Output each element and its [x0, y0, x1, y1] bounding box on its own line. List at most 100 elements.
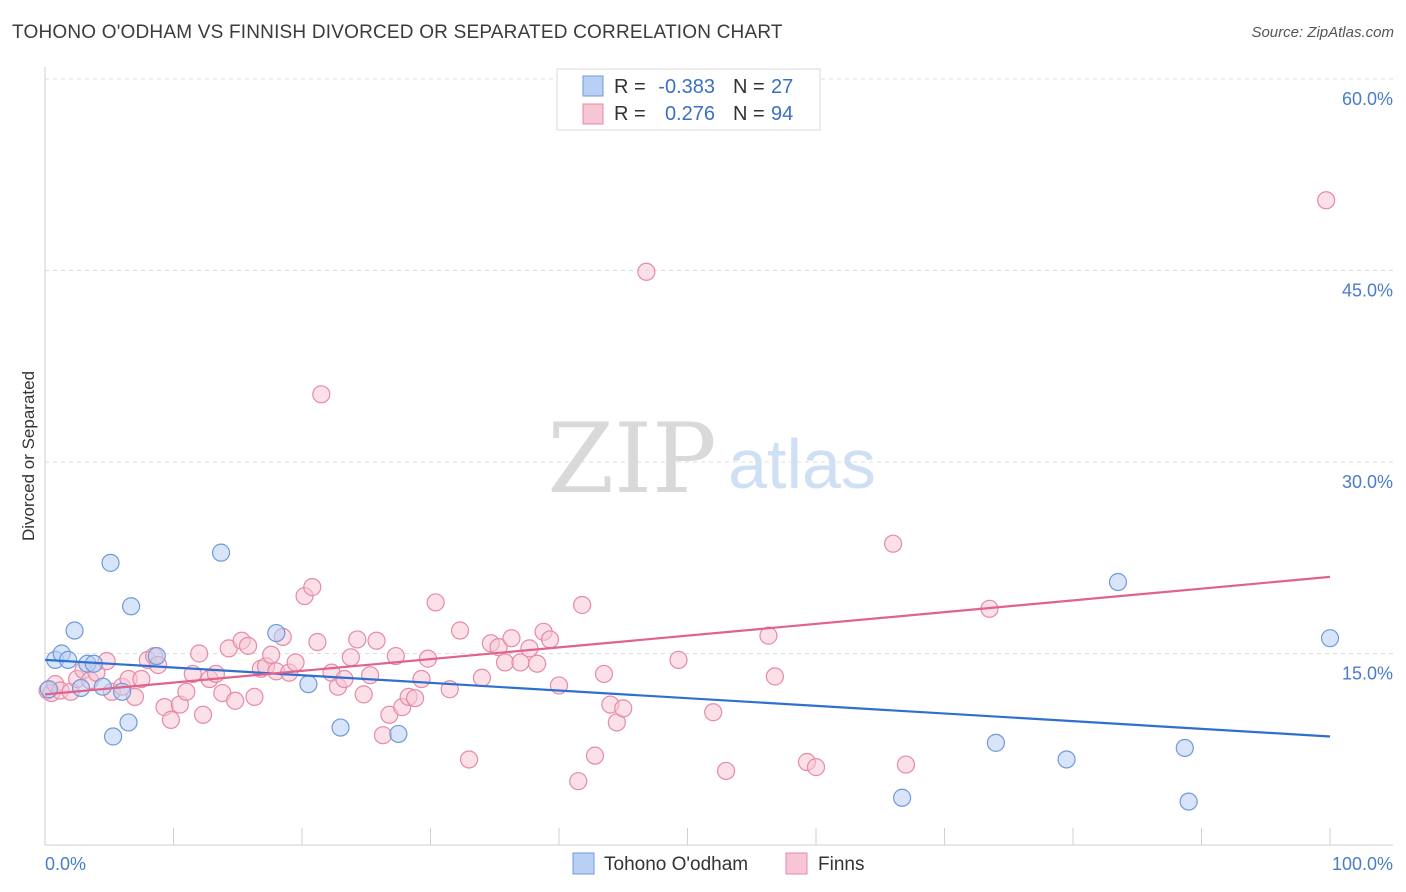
trendline-tohono [44, 658, 1331, 738]
point-tohono [389, 724, 408, 744]
point-finns [569, 772, 588, 791]
point-finns [245, 687, 264, 707]
point-finns [716, 761, 736, 781]
point-tohono [267, 623, 286, 643]
source-label: Source: ZipAtlas.com [1251, 24, 1394, 41]
point-finns [450, 621, 470, 640]
point-tohono [986, 733, 1006, 752]
point-tohono [1179, 792, 1198, 811]
bottom-legend-swatch-pink [785, 852, 808, 875]
point-finns [472, 668, 491, 687]
legend-n-label-1: N = [733, 76, 765, 98]
y-tick-label: 15.0% [1342, 664, 1393, 684]
x-tick-label: 100.0% [1332, 854, 1393, 874]
y-axis-label: Divorced or Separated [19, 371, 38, 541]
point-finns [262, 645, 281, 664]
point-tohono [39, 680, 58, 699]
x-tick-label: 0.0% [45, 854, 86, 874]
legend-n-value-2: 94 [771, 103, 793, 125]
point-finns [459, 750, 479, 769]
point-finns [883, 534, 903, 553]
point-finns [303, 578, 322, 597]
point-finns [177, 682, 196, 701]
point-finns [193, 705, 213, 724]
point-tohono [1057, 750, 1076, 769]
point-finns [367, 631, 386, 650]
point-finns [585, 746, 605, 765]
point-finns [341, 648, 360, 667]
point-finns [132, 669, 151, 689]
point-finns [1317, 191, 1336, 210]
watermark: ZIP atlas [547, 403, 876, 515]
legend-swatch-pink [582, 103, 604, 125]
y-tick-label: 60.0% [1342, 89, 1393, 109]
bottom-legend-label-2: Finns [818, 854, 864, 875]
point-finns [520, 639, 539, 658]
point-finns [405, 689, 425, 708]
point-finns [190, 644, 209, 663]
point-finns [637, 262, 656, 281]
point-tohono [71, 678, 91, 698]
point-tohono [211, 543, 231, 562]
point-finns [312, 385, 331, 404]
point-tohono [101, 553, 120, 572]
point-finns [308, 632, 327, 652]
point-tohono [1108, 572, 1128, 592]
y-tick-label: 45.0% [1342, 281, 1393, 301]
legend-swatch-blue [582, 75, 604, 97]
top-legend: R = -0.383 N = 27 R = 0.276 N = 94 [556, 68, 821, 131]
watermark-atlas: atlas [728, 425, 876, 503]
legend-n-label-2: N = [733, 103, 765, 125]
chart-title: TOHONO O'ODHAM VS FINNISH DIVORCED OR SE… [12, 22, 783, 43]
point-tohono [1175, 738, 1194, 758]
point-tohono [65, 621, 84, 640]
point-finns [669, 650, 688, 669]
legend-r-label-2: R = [614, 103, 646, 125]
point-finns [495, 653, 515, 672]
point-finns [238, 636, 258, 655]
point-tohono [119, 713, 138, 732]
point-tohono [104, 727, 123, 746]
grid-lines [45, 78, 1393, 654]
point-finns [540, 630, 560, 649]
legend-r-value-2: 0.276 [665, 103, 715, 125]
point-finns [806, 758, 826, 777]
point-finns [528, 654, 547, 673]
legend-r-value-1: -0.383 [658, 76, 715, 98]
point-finns [361, 666, 380, 685]
bottom-legend: Tohono O'odham Finns [572, 852, 864, 875]
point-finns [161, 710, 181, 729]
point-finns [373, 726, 393, 745]
point-finns [226, 691, 245, 710]
trend-lines [44, 575, 1331, 738]
point-finns [594, 664, 614, 684]
legend-n-value-1: 27 [771, 76, 793, 98]
point-finns [386, 646, 405, 666]
point-finns [348, 630, 367, 649]
point-tohono [121, 597, 141, 616]
point-finns [354, 685, 373, 704]
point-finns [896, 755, 916, 774]
point-finns [502, 629, 521, 648]
legend-r-label-1: R = [614, 76, 646, 98]
point-finns [573, 595, 592, 615]
y-tick-label: 30.0% [1342, 472, 1393, 492]
point-tohono [93, 677, 112, 696]
bottom-legend-swatch-blue [572, 852, 595, 875]
data-points [38, 191, 1340, 811]
watermark-zip: ZIP [547, 403, 716, 515]
bottom-legend-label-1: Tohono O'odham [604, 854, 748, 875]
point-finns [412, 669, 431, 689]
point-finns [704, 703, 723, 722]
point-tohono [299, 675, 318, 694]
point-finns [426, 593, 445, 612]
point-finns [765, 667, 784, 686]
point-tohono [892, 788, 912, 807]
point-tohono [1320, 629, 1340, 648]
axes: 15.0% 30.0% 45.0% 60.0% 0.0% 100.0% [44, 67, 1393, 874]
point-finns [614, 699, 633, 718]
point-finns [286, 653, 305, 672]
point-tohono [331, 718, 350, 737]
point-finns [489, 638, 508, 657]
